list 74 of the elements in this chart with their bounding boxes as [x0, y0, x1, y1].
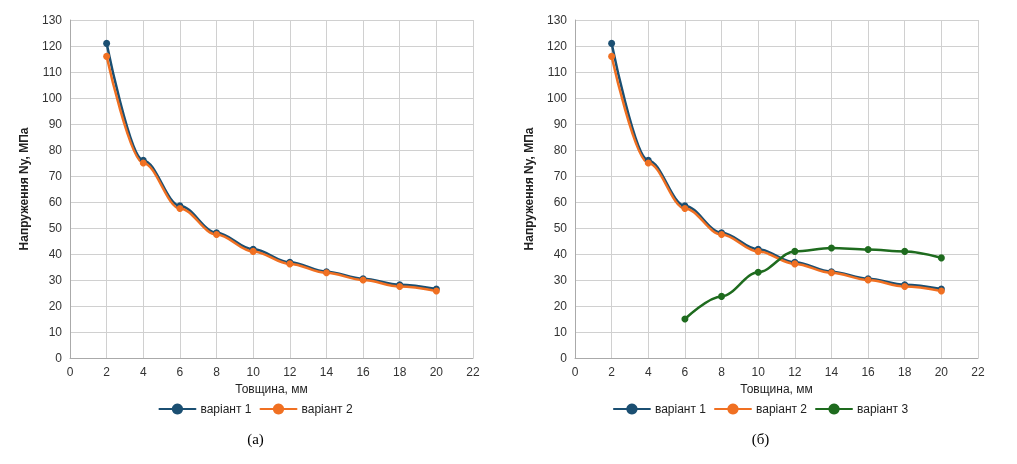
y-tick-label: 110: [42, 65, 63, 79]
y-tick-label: 30: [553, 273, 568, 287]
point: [937, 254, 945, 262]
x-tick-label: 20: [429, 365, 444, 379]
x-tick-label: 18: [898, 365, 912, 379]
point: [103, 52, 111, 60]
y-axis-title: Напруження Ny, МПа: [522, 127, 536, 251]
y-tick-label: 120: [546, 39, 568, 53]
x-tick-label: 6: [176, 365, 184, 379]
y-tick-label: 0: [55, 351, 63, 365]
x-tick-label: 12: [788, 365, 802, 379]
y-tick-label: 0: [560, 351, 568, 365]
y-tick-label: 90: [48, 117, 63, 131]
y-tick-label: 100: [41, 91, 63, 105]
x-tick-label: 12: [283, 365, 297, 379]
y-tick-label: 130: [41, 13, 63, 27]
point: [608, 52, 616, 60]
y-tick-label: 40: [48, 247, 63, 261]
x-axis-title: Товщина, мм: [235, 381, 308, 396]
y-tick-label: 100: [546, 91, 568, 105]
y-axis-title: Напруження Ny, МПа: [17, 127, 31, 251]
legend-label: варіант 1: [654, 402, 707, 416]
y-tick-label: 20: [48, 299, 63, 313]
x-tick-label: 16: [356, 365, 371, 379]
y-tick-label: 80: [48, 143, 63, 157]
point: [791, 247, 799, 255]
x-tick-label: 0: [571, 365, 579, 379]
y-tick-label: 10: [553, 325, 568, 339]
y-tick-label: 50: [553, 221, 568, 235]
y-tick-label: 40: [553, 247, 568, 261]
x-tick-label: 4: [139, 365, 147, 379]
x-tick-label: 8: [213, 365, 221, 379]
legend-label: варіант 2: [755, 402, 808, 416]
x-axis-title: Товщина, мм: [740, 381, 813, 396]
x-tick-label: 14: [319, 365, 334, 379]
y-tick-label: 110: [547, 65, 568, 79]
x-tick-label: 20: [934, 365, 949, 379]
y-tick-label: 120: [41, 39, 63, 53]
y-tick-label: 50: [48, 221, 63, 235]
point: [754, 268, 762, 276]
x-tick-label: 22: [466, 365, 480, 379]
legend-label: варіант 1: [200, 402, 252, 416]
point: [718, 292, 726, 300]
x-tick-label: 10: [246, 365, 261, 379]
x-tick-label: 8: [718, 365, 726, 379]
point: [608, 39, 616, 47]
y-tick-label: 70: [48, 169, 63, 183]
y-tick-label: 30: [48, 273, 63, 287]
x-tick-label: 10: [751, 365, 766, 379]
y-tick-label: 70: [553, 169, 568, 183]
x-tick-label: 22: [971, 365, 985, 379]
x-tick-label: 18: [393, 365, 407, 379]
point: [827, 244, 835, 252]
text: (а): [247, 430, 264, 448]
text: (б): [751, 430, 770, 448]
point: [864, 246, 872, 254]
x-tick-label: 0: [66, 365, 74, 379]
legend-label: варіант 3: [857, 402, 909, 416]
x-tick-label: 6: [681, 365, 689, 379]
y-tick-label: 60: [48, 195, 63, 209]
y-tick-label: 130: [546, 13, 568, 27]
y-tick-label: 60: [553, 195, 568, 209]
x-tick-label: 14: [824, 365, 839, 379]
legend-label: варіант 2: [301, 402, 353, 416]
point: [901, 247, 909, 255]
y-tick-label: 10: [48, 325, 63, 339]
point: [103, 39, 111, 47]
x-tick-label: 16: [861, 365, 876, 379]
y-tick-label: 80: [553, 143, 568, 157]
x-tick-label: 4: [644, 365, 652, 379]
x-tick-label: 2: [103, 365, 111, 379]
x-tick-label: 2: [608, 365, 616, 379]
y-tick-label: 20: [553, 299, 568, 313]
y-tick-label: 90: [553, 117, 568, 131]
